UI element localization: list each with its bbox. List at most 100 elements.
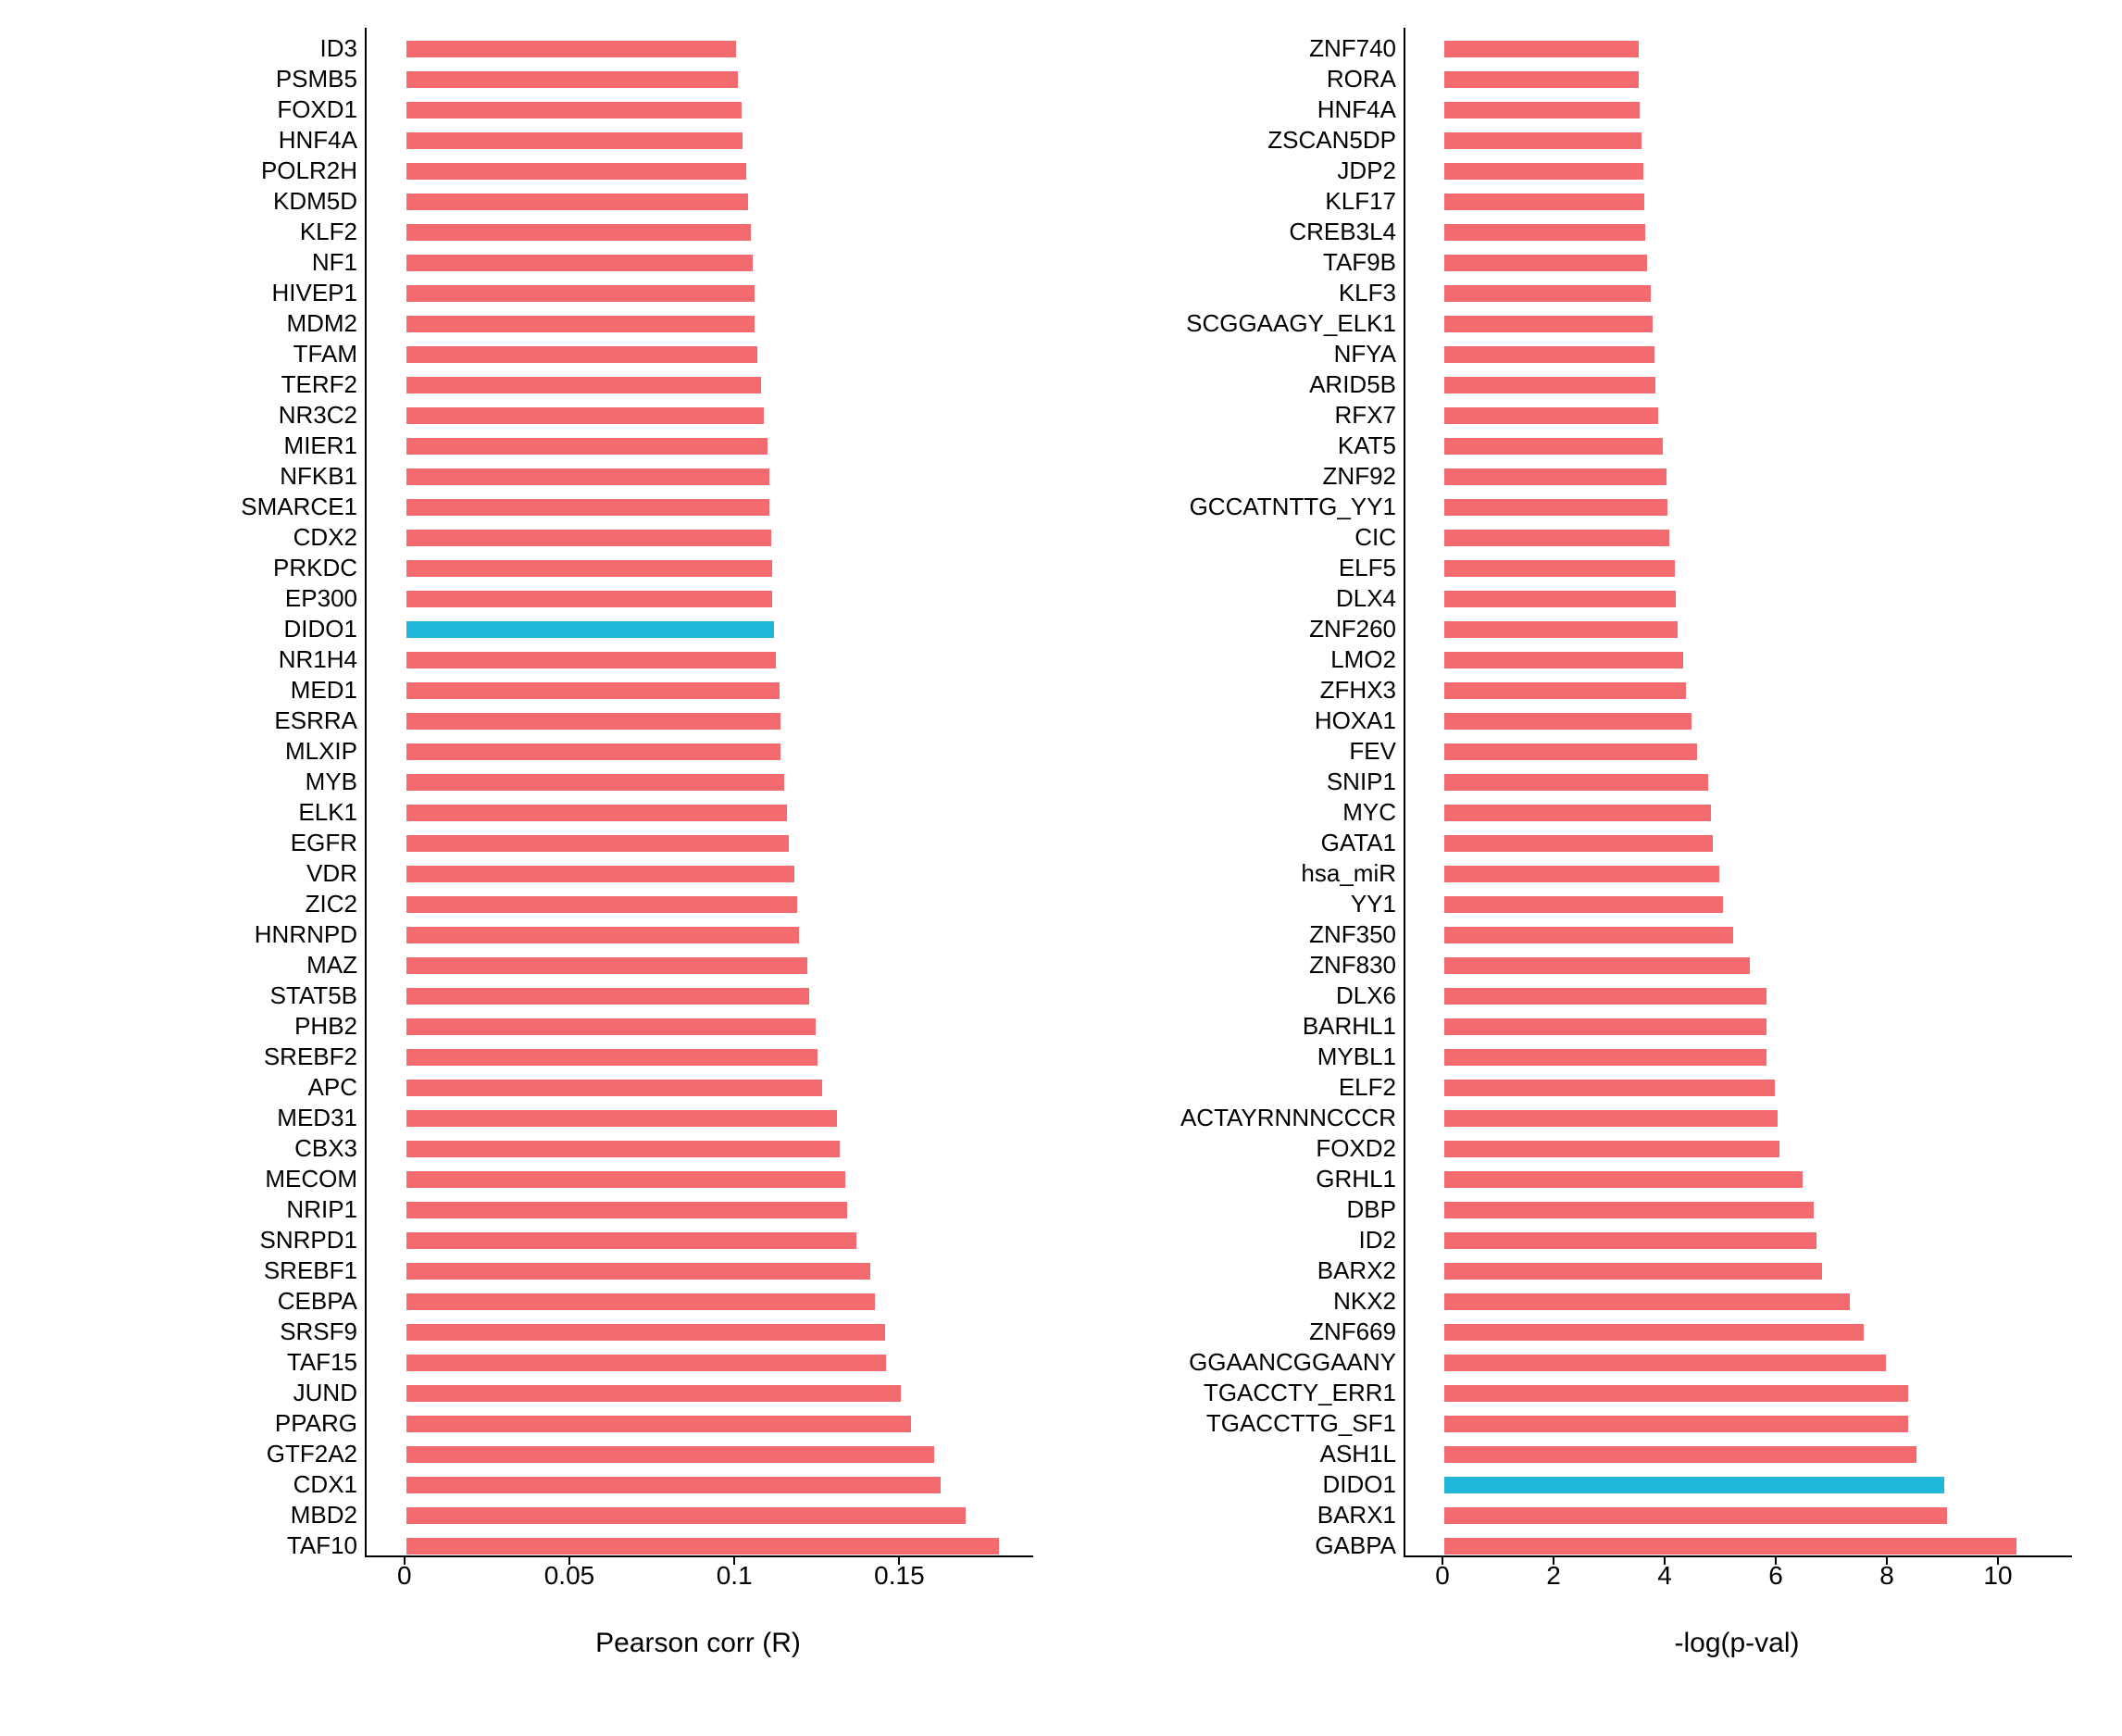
left-chart-ylabel: TAF10 [54,1531,357,1560]
right-chart-ylabel: DIDO1 [1092,1470,1396,1499]
left-chart-bar [406,1416,911,1432]
right-chart-ylabel: TGACCTTG_SF1 [1092,1409,1396,1438]
left-chart-ylabel: KLF2 [54,218,357,246]
left-chart-ylabel: HIVEP1 [54,279,357,307]
right-chart-bar [1444,1355,1886,1371]
left-chart-ylabel: PHB2 [54,1012,357,1041]
left-chart-bar [406,316,755,332]
right-chart-bar [1444,652,1683,668]
right-chart-ylabel: SNIP1 [1092,768,1396,796]
right-chart-ylabel: ZNF740 [1092,34,1396,63]
right-chart-bar [1444,1110,1778,1127]
left-chart-ylabel: DIDO1 [54,615,357,643]
left-chart-ylabel: SMARCE1 [54,493,357,521]
left-chart-ylabel: MLXIP [54,737,357,766]
right-chart-bar [1444,713,1691,730]
right-chart-ylabel: ZNF669 [1092,1318,1396,1346]
right-chart-ylabel: KLF17 [1092,187,1396,216]
left-chart-bar [406,560,772,577]
right-chart-bar [1444,1385,1908,1402]
left-chart-bar [406,346,758,363]
xtick-label: 2 [1546,1561,1561,1591]
figure: ID3PSMB5FOXD1HNF4APOLR2HKDM5DKLF2NF1HIVE… [0,0,2122,1696]
xtick-label: 10 [1983,1561,2012,1591]
left-chart-bar [406,194,748,210]
left-chart-bar [406,71,738,88]
right-chart-ylabel: NKX2 [1092,1287,1396,1316]
right-chart-ylabel: hsa_miR [1092,859,1396,888]
left-chart-ylabel: NF1 [54,248,357,277]
left-chart-ylabel: SNRPD1 [54,1226,357,1255]
left-chart-ylabel: SRSF9 [54,1318,357,1346]
right-chart-bar [1444,407,1658,424]
right-chart-plot-wrapper: ZNF740RORAHNF4AZSCAN5DPJDP2KLF17CREB3L4T… [1089,28,2072,1659]
xtick-label: 0 [1435,1561,1450,1591]
right-chart-plot-area: ZNF740RORAHNF4AZSCAN5DPJDP2KLF17CREB3L4T… [1404,28,2072,1557]
right-chart-ylabel: HOXA1 [1092,706,1396,735]
left-chart-ylabel: MYB [54,768,357,796]
right-chart-ylabel: YY1 [1092,890,1396,918]
left-chart-ylabel: APC [54,1073,357,1102]
right-chart-ylabel: GGAANCGGAANY [1092,1348,1396,1377]
left-chart-ylabel: MED1 [54,676,357,705]
right-chart-ylabel: ZNF830 [1092,951,1396,980]
right-chart-ylabel: ZSCAN5DP [1092,126,1396,155]
left-chart-ylabel: POLR2H [54,156,357,185]
right-chart-bar [1444,41,1639,57]
right-chart-ylabel: ZNF260 [1092,615,1396,643]
right-chart-bar [1444,1324,1864,1341]
right-chart-bar [1444,1416,1908,1432]
left-chart-bar [406,285,755,302]
right-chart-ylabel: TAF9B [1092,248,1396,277]
left-chart-bar [406,1477,941,1493]
left-chart-ylabel: CDX1 [54,1470,357,1499]
right-chart-bar [1444,1507,1947,1524]
right-chart-bar [1444,866,1719,882]
right-chart-bar [1444,377,1655,393]
left-chart-bar [406,988,809,1005]
right-chart: ZNF740RORAHNF4AZSCAN5DPJDP2KLF17CREB3L4T… [1089,28,2072,1659]
right-chart-ylabel: GABPA [1092,1531,1396,1560]
right-chart-ylabel: TGACCTY_ERR1 [1092,1379,1396,1407]
right-chart-ylabel: JDP2 [1092,156,1396,185]
xtick-label: 8 [1879,1561,1894,1591]
left-chart-ylabel: EP300 [54,584,357,613]
left-chart-ylabel: TERF2 [54,370,357,399]
right-chart-bar [1444,957,1750,974]
right-chart-bar [1444,927,1733,943]
right-chart-bar [1444,438,1663,455]
left-chart-bar [406,927,799,943]
right-chart-bar [1444,71,1639,88]
right-chart-bar [1444,499,1667,516]
left-chart-ylabel: PRKDC [54,554,357,582]
left-chart-bar [406,896,797,913]
left-chart-ylabel: MBD2 [54,1501,357,1530]
right-chart-bar [1444,1263,1822,1280]
left-chart-axis-below: 00.050.10.15Pearson corr (R) [365,1557,1033,1659]
left-chart-bar [406,591,773,607]
left-chart-bar [406,1171,845,1188]
left-chart-bar [406,621,774,638]
right-chart-bar [1444,1080,1775,1096]
right-chart-ylabel: RORA [1092,65,1396,94]
left-chart-bar [406,1110,837,1127]
xtick-label: 0.05 [544,1561,595,1591]
left-chart-ylabel: EGFR [54,829,357,857]
left-chart-bar [406,1202,847,1218]
right-chart-bar [1444,316,1653,332]
right-chart-ylabel: ACTAYRNNNCCCR [1092,1104,1396,1132]
left-chart-bar [406,377,761,393]
left-chart: ID3PSMB5FOXD1HNF4APOLR2HKDM5DKLF2NF1HIVE… [50,28,1033,1659]
right-chart-ylabel: DLX6 [1092,981,1396,1010]
right-chart-bar [1444,1171,1803,1188]
right-chart-ylabel: MYBL1 [1092,1043,1396,1071]
left-chart-bar [406,1080,822,1096]
left-chart-bar [406,652,776,668]
right-chart-bar [1444,835,1713,852]
right-chart-bar [1444,132,1641,149]
left-chart-bar [406,41,736,57]
left-chart-xlabel: Pearson corr (R) [365,1628,1031,1659]
left-chart-bar [406,835,789,852]
left-chart-ylabel: SREBF1 [54,1256,357,1285]
left-chart-ylabel: SREBF2 [54,1043,357,1071]
